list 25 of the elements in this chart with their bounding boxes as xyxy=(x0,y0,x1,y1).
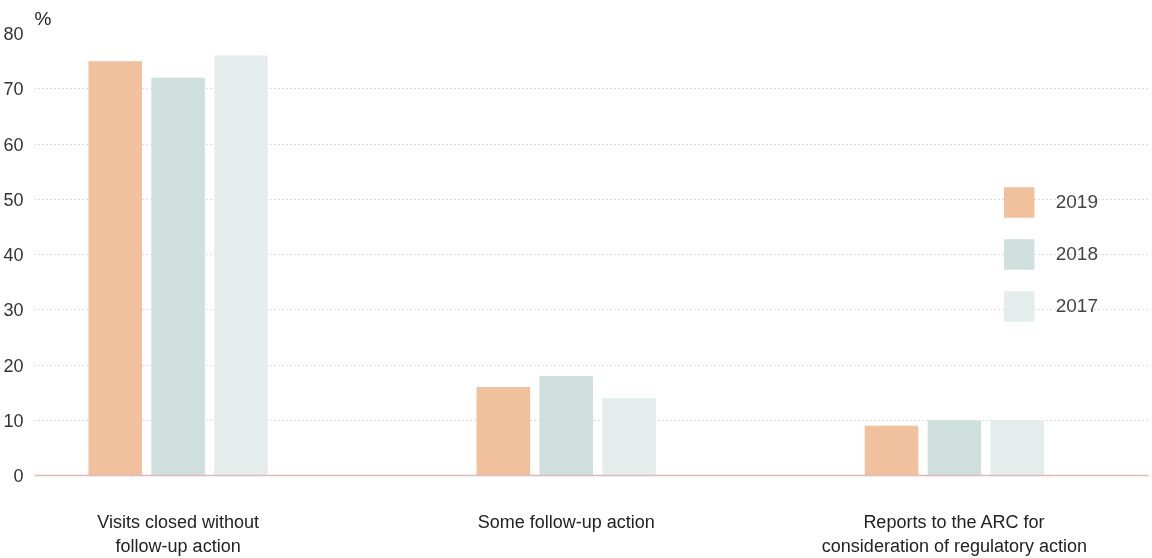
bar xyxy=(214,55,268,476)
bar xyxy=(990,420,1045,476)
x-tick-label: Visits closed without follow-up action xyxy=(97,511,259,556)
y-tick-label: 10 xyxy=(3,410,24,431)
bar xyxy=(539,376,594,476)
bar xyxy=(88,61,143,476)
y-tick-label: 30 xyxy=(3,300,24,321)
legend-label: 2019 xyxy=(1055,191,1098,213)
y-tick-label: 0 xyxy=(13,466,24,486)
y-tick-label: 80 xyxy=(3,24,24,44)
x-tick-label: Some follow-up action xyxy=(477,511,655,532)
y-tick-label: 60 xyxy=(3,134,24,155)
bar xyxy=(476,387,531,476)
legend-label: 2017 xyxy=(1055,295,1098,317)
legend-label: 2018 xyxy=(1055,243,1098,265)
y-tick-label: 40 xyxy=(3,245,24,265)
bar xyxy=(602,398,656,476)
y-tick-label: 20 xyxy=(3,355,24,376)
bar xyxy=(927,420,982,476)
y-axis-title: % xyxy=(34,7,52,29)
bar xyxy=(151,77,205,476)
y-tick-label: 50 xyxy=(3,189,24,210)
bar xyxy=(864,425,919,476)
x-tick-label: Reports to the ARC for consideration of regulatory action xyxy=(821,511,1088,556)
y-tick-label: 70 xyxy=(3,79,24,100)
